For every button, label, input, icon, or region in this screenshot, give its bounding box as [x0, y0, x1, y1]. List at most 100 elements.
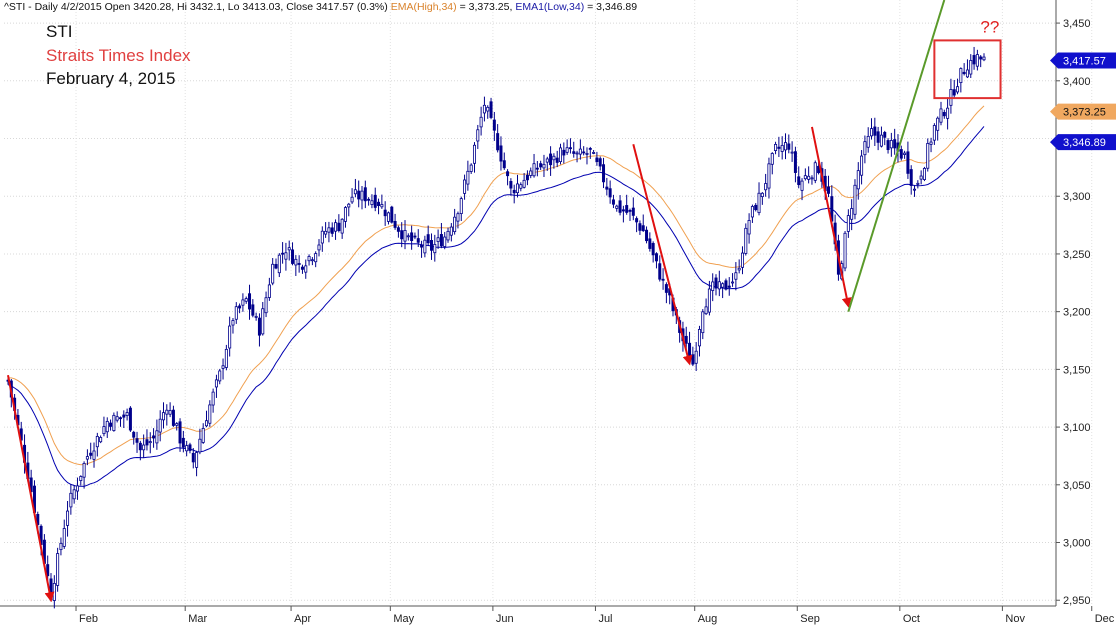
candle-body — [360, 190, 364, 201]
candle — [360, 186, 364, 210]
candle — [850, 199, 854, 231]
candle — [221, 358, 225, 380]
candle — [982, 53, 986, 62]
candle — [102, 416, 106, 437]
candle — [72, 485, 76, 504]
candle-body — [218, 370, 222, 382]
candle — [770, 152, 774, 175]
candle — [443, 231, 447, 250]
candle-body — [426, 234, 430, 244]
grid-lines — [0, 0, 1093, 607]
ema-low-badge: 3,346.89 — [1050, 134, 1116, 151]
candle-body — [85, 456, 89, 460]
candle-body — [906, 151, 910, 174]
candle-body — [889, 140, 893, 149]
candle — [701, 309, 705, 340]
candle — [549, 146, 553, 176]
candle — [486, 105, 490, 119]
candle-body — [595, 157, 599, 163]
candle-body — [238, 305, 242, 309]
candle — [99, 435, 103, 444]
candle — [638, 220, 642, 235]
candle — [922, 166, 926, 182]
candle-body — [274, 264, 278, 269]
candle-body — [496, 133, 500, 151]
candle — [69, 484, 73, 515]
candle-body — [631, 207, 635, 216]
candle-body — [909, 169, 913, 186]
candle-body — [439, 234, 443, 247]
ema-high-value: = 3,373.25, — [459, 1, 513, 13]
candle-body — [863, 141, 867, 156]
x-tick-label: Jul — [598, 613, 612, 625]
candle — [975, 49, 979, 71]
candle-body — [578, 148, 582, 155]
candle — [893, 128, 897, 155]
candle — [357, 180, 361, 208]
candle-body — [52, 583, 56, 601]
candle-body — [357, 190, 361, 200]
candle-body — [165, 409, 169, 415]
candle-body — [760, 192, 764, 198]
candle — [635, 216, 639, 233]
candle — [645, 226, 649, 244]
candle-body — [343, 207, 347, 222]
candle — [208, 400, 212, 427]
candle-body — [420, 244, 424, 248]
candle-body — [195, 452, 199, 468]
candle-body — [711, 281, 715, 291]
candle-body — [946, 107, 950, 119]
candle — [628, 208, 632, 221]
x-axis: FebMarAprMayJunJulAugSepOctNovDec2015Feb — [75, 606, 1115, 625]
candle — [112, 412, 116, 432]
candle — [241, 293, 245, 312]
candle — [115, 411, 119, 423]
candle — [324, 222, 328, 238]
candle — [453, 208, 457, 235]
candle — [62, 519, 66, 549]
candle — [939, 101, 943, 126]
candle — [334, 219, 338, 240]
candle — [56, 547, 60, 592]
candle — [95, 432, 99, 457]
candle-body — [456, 213, 460, 222]
candle — [866, 127, 870, 153]
candle-body — [618, 200, 622, 213]
candle — [135, 431, 139, 453]
candle-body — [281, 252, 285, 255]
candle-body — [913, 188, 917, 191]
candle — [724, 278, 728, 291]
y-tick-label: 3,000 — [1063, 538, 1091, 550]
candle-body — [340, 218, 344, 234]
candle-body — [512, 189, 516, 194]
candle — [118, 416, 122, 427]
candle-body — [585, 152, 589, 155]
candle — [195, 450, 199, 477]
candle — [472, 142, 476, 173]
chart-header: ^STI - Daily 4/2/2015 Open 3420.28, Hi 3… — [4, 1, 637, 13]
candle — [651, 241, 655, 263]
candle — [598, 156, 602, 171]
candle — [694, 342, 698, 372]
candle-body — [208, 404, 212, 424]
candle-body — [879, 134, 883, 147]
candle-body — [403, 230, 407, 242]
candle-body — [757, 192, 761, 214]
candle-body — [499, 145, 503, 162]
candle — [228, 316, 232, 357]
candle — [740, 246, 744, 275]
candle-body — [390, 206, 394, 223]
candle-body — [969, 60, 973, 75]
candle — [469, 163, 473, 174]
candle-body — [929, 141, 933, 145]
candle — [244, 296, 248, 304]
candle-body — [161, 412, 165, 421]
candle-body — [903, 152, 907, 155]
candle — [482, 96, 486, 122]
candle-body — [797, 176, 801, 186]
candle-body — [393, 221, 397, 228]
candle — [856, 162, 860, 200]
candle-body — [317, 244, 321, 251]
candle — [353, 178, 357, 198]
candle-body — [410, 232, 414, 241]
